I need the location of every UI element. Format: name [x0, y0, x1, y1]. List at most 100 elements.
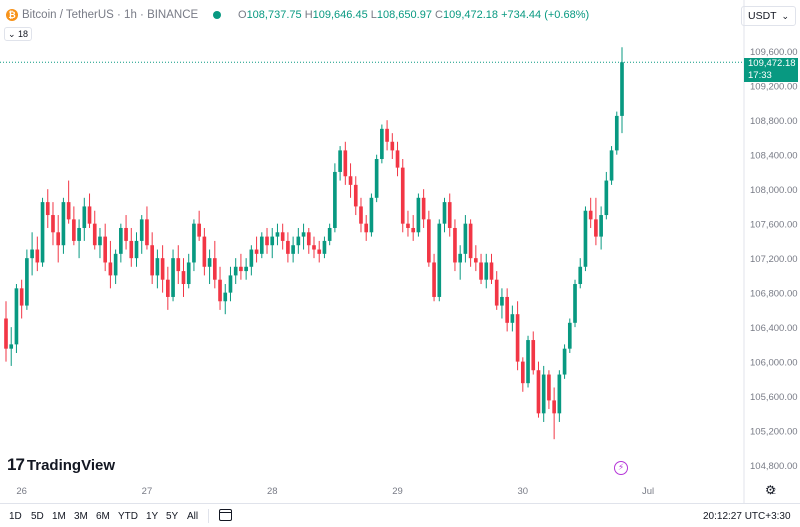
flash-icon[interactable]: ⚡ [614, 461, 628, 475]
candle-body [25, 258, 29, 306]
candle-body [275, 232, 280, 237]
candle-body [463, 223, 468, 254]
candle-body [421, 197, 426, 220]
x-tick-label: 30 [518, 486, 529, 497]
high-value: 109,646.45 [312, 9, 368, 21]
y-tick-label: 108,400.00 [750, 151, 798, 162]
candle-body [411, 227, 416, 233]
bar-countdown: 17:33 [748, 70, 772, 81]
range-5d-button[interactable]: 5D [31, 511, 44, 522]
close-value: 109,472.18 [442, 9, 499, 21]
candle-body [437, 223, 442, 297]
currency-select[interactable]: USDT ⌄ [741, 6, 796, 26]
y-tick-label: 106,800.00 [750, 289, 798, 300]
candle-body [364, 223, 369, 233]
candle-body [239, 266, 243, 272]
candle-body [61, 202, 66, 246]
candle-body [66, 202, 71, 220]
indicator-toggle[interactable]: ⌄ 18 [4, 27, 32, 41]
range-3m-button[interactable]: 3M [74, 511, 88, 522]
symbol-title[interactable]: Bitcoin / TetherUS · 1h · BINANCE [22, 9, 199, 21]
range-ytd-button[interactable]: YTD [118, 511, 138, 522]
candle-body [218, 279, 222, 302]
range-1m-button[interactable]: 1M [52, 511, 66, 522]
candle-body [369, 197, 374, 233]
candle-body [505, 296, 509, 323]
candle-body [202, 236, 207, 267]
market-open-icon [213, 11, 221, 19]
candlestick-chart[interactable]: 104,800.00 105,200.00 105,600.00 106,000.00… [0, 0, 800, 503]
candle-body [19, 288, 24, 306]
range-1d-button[interactable]: 1D [9, 511, 22, 522]
candle-body [385, 128, 389, 142]
candle-body [484, 262, 489, 280]
range-all-button[interactable]: All [187, 511, 199, 522]
candle-body [489, 262, 494, 280]
candle-body [77, 227, 81, 241]
candle-body [259, 236, 264, 254]
range-5y-button[interactable]: 5Y [166, 511, 179, 522]
tradingview-brand: TradingView [26, 456, 116, 474]
y-tick-label: 107,200.00 [750, 254, 798, 265]
candle-body [124, 227, 128, 241]
candle-body [265, 236, 269, 246]
change-value: +734.44 (+0.68%) [501, 9, 590, 21]
last-price-label: 109,472.18 17:33 [744, 58, 798, 82]
candle-body [197, 223, 201, 237]
y-tick-label: 109,200.00 [750, 82, 798, 93]
candle-body [536, 370, 541, 414]
candle-body [40, 202, 45, 263]
candle-body [552, 400, 556, 414]
candle-body [244, 266, 248, 272]
candle-body [171, 258, 175, 297]
candle-body [98, 236, 102, 246]
candle-body [103, 236, 108, 263]
close-key: C [435, 9, 443, 21]
candle-body [458, 253, 462, 263]
candle-body [301, 232, 306, 237]
candle-body [249, 249, 254, 267]
candle-body [594, 219, 598, 237]
range-6m-button[interactable]: 6M [96, 511, 110, 522]
candle-body [92, 223, 97, 246]
candle-body [166, 279, 170, 297]
candle-body [291, 245, 295, 254]
candle-body [45, 202, 50, 216]
candle-body [212, 258, 217, 280]
y-tick-label: 105,200.00 [750, 427, 798, 438]
candle-body [604, 180, 609, 216]
y-tick-label: 107,600.00 [750, 220, 798, 231]
candle-body [515, 314, 520, 362]
low-key: L [370, 9, 377, 21]
calendar-icon[interactable] [219, 509, 232, 521]
candle-body [520, 361, 525, 384]
candle-body [432, 262, 436, 297]
candle-body [192, 223, 196, 263]
candle-body [176, 258, 181, 272]
candle-body [119, 227, 123, 254]
gear-icon[interactable]: ⚙ [765, 483, 776, 497]
candle-body [296, 236, 301, 246]
candle-body [468, 223, 473, 259]
candle-body [270, 236, 275, 246]
ohlc-legend: O108,737.75 H109,646.45 L108,650.97 C109… [238, 9, 589, 21]
range-1y-button[interactable]: 1Y [146, 511, 159, 522]
y-tick-label: 108,000.00 [750, 185, 798, 196]
y-tick-label: 106,000.00 [750, 358, 798, 369]
candle-body [479, 262, 483, 280]
candle-body [583, 210, 588, 267]
candle-body [494, 279, 499, 306]
tradingview-logo[interactable]: 17 TradingView [7, 455, 115, 475]
candle-body [453, 227, 457, 263]
candle-body [155, 258, 160, 276]
clock-display[interactable]: 20:12:27 UTC+3:30 [703, 511, 791, 522]
candle-body [9, 344, 14, 349]
low-value: 108,650.97 [376, 9, 432, 21]
candle-body [531, 340, 536, 371]
candle-body [447, 202, 452, 228]
candle-body [526, 340, 530, 384]
candle-body [343, 150, 348, 177]
y-tick-label: 104,800.00 [750, 461, 798, 472]
candle-body [562, 348, 567, 375]
y-tick-label: 108,800.00 [750, 116, 798, 127]
